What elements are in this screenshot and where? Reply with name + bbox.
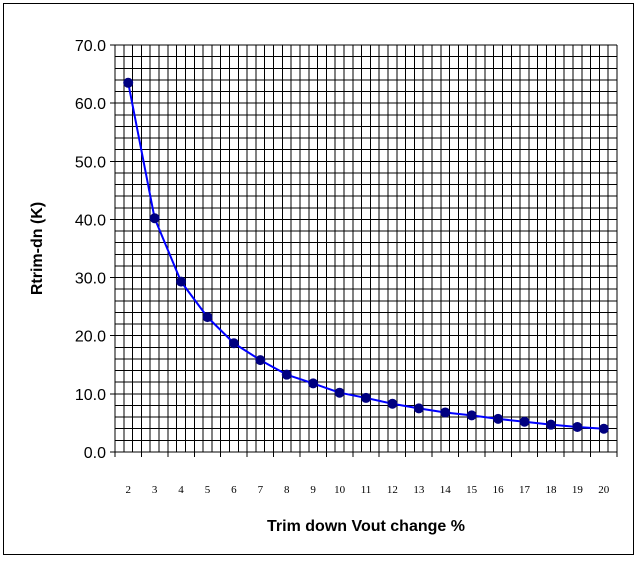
y-tick-label: 20.0 <box>75 329 106 346</box>
x-tick-label: 11 <box>361 484 372 496</box>
x-tick-label: 5 <box>205 484 211 496</box>
data-point <box>519 416 530 427</box>
x-axis-title: Trim down Vout change % <box>267 518 465 535</box>
data-point <box>361 392 371 403</box>
y-tick-label: 50.0 <box>75 154 106 171</box>
data-point <box>123 77 134 88</box>
x-tick-label: 6 <box>231 484 237 496</box>
data-point <box>202 312 213 323</box>
chart-frame: 0.0 10.0 20.0 30.0 40.0 50.0 60.0 70.0 2 3 4 5 6 7 8 9… <box>3 3 634 555</box>
grid-lines <box>115 44 618 452</box>
y-axis-title: Rtrim-dn (K) <box>29 202 46 295</box>
x-tick-label: 13 <box>413 484 425 496</box>
line-chart: 0.0 10.0 20.0 30.0 40.0 50.0 60.0 70.0 2 3 4 5 6 7 8 9… <box>29 38 618 535</box>
data-point <box>413 403 424 414</box>
y-tick-label: 70.0 <box>75 38 106 55</box>
x-tick-label: 15 <box>466 484 478 496</box>
data-point <box>255 355 266 366</box>
data-point <box>176 276 187 287</box>
x-tick-label: 17 <box>519 484 531 496</box>
x-tick-label: 8 <box>284 484 290 496</box>
series-line <box>127 82 604 430</box>
x-tick-label: 4 <box>178 484 184 496</box>
y-tick-label: 40.0 <box>75 212 106 229</box>
x-tick-label: 19 <box>572 484 584 496</box>
x-tick-labels: 2 3 4 5 6 7 8 9 10 11 12 13 14 15 16 17 18 19 20 <box>125 484 609 496</box>
x-tick-label: 10 <box>334 484 346 496</box>
y-tick-label: 60.0 <box>75 96 106 113</box>
y-tick-label: 0.0 <box>84 445 106 462</box>
data-point <box>598 423 609 434</box>
x-tick-label: 9 <box>310 484 316 496</box>
data-point <box>308 378 319 389</box>
x-tick-label: 12 <box>387 484 398 496</box>
y-tick-label: 10.0 <box>75 387 106 404</box>
x-tick-label: 2 <box>125 484 131 496</box>
x-tick-label: 7 <box>258 484 264 496</box>
data-point <box>149 213 160 224</box>
x-tick-label: 18 <box>545 484 557 496</box>
x-tick-label: 3 <box>152 484 158 496</box>
axes <box>110 44 618 457</box>
data-point <box>334 387 345 398</box>
y-tick-label: 30.0 <box>75 271 106 288</box>
x-tick-label: 20 <box>598 484 610 496</box>
data-series <box>123 77 609 434</box>
y-tick-labels: 0.0 10.0 20.0 30.0 40.0 50.0 60.0 70.0 <box>75 38 106 462</box>
data-point <box>466 410 477 421</box>
data-point <box>572 421 583 432</box>
data-point <box>493 413 504 424</box>
data-point <box>281 369 292 380</box>
x-tick-label: 16 <box>493 484 505 496</box>
data-point <box>440 407 451 418</box>
data-point <box>387 398 398 409</box>
data-point <box>228 338 239 349</box>
data-point <box>545 419 556 430</box>
x-tick-label: 14 <box>440 484 452 496</box>
